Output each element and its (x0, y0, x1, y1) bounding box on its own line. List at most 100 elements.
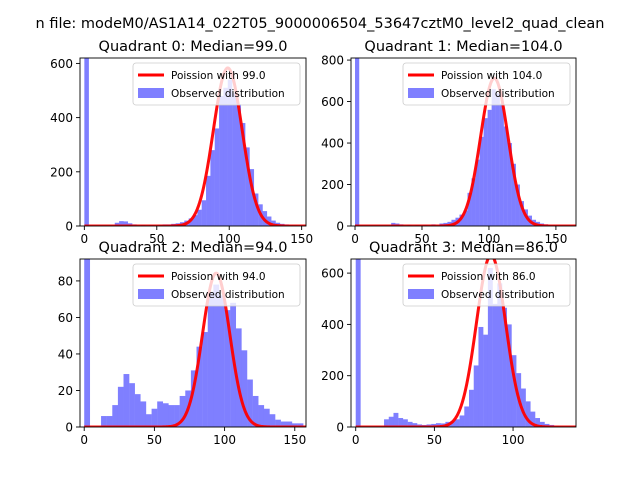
histogram-bar (499, 103, 504, 226)
histogram-bar (506, 324, 512, 427)
histogram-bar (218, 295, 225, 427)
histogram-bar (539, 421, 545, 427)
x-tick-label: 0 (81, 232, 89, 246)
histogram-bar (503, 126, 508, 226)
x-tick-label: 50 (427, 433, 442, 447)
histogram-bar (487, 109, 492, 226)
y-tick-label: 200 (50, 165, 73, 179)
histogram-bar (388, 416, 394, 427)
histogram-bar (235, 328, 242, 427)
y-tick-label: 0 (65, 421, 73, 435)
histogram-bar (140, 401, 147, 427)
histogram-bar (483, 334, 489, 427)
histogram-bar (519, 201, 524, 226)
y-tick-label: 200 (321, 369, 344, 383)
axes-frame (350, 258, 577, 428)
histogram-bar (84, 259, 91, 427)
panel-0: 0 50 100 150 0 200 400 600 Quadrant 0: Median=99… (50, 39, 313, 246)
legend-box (402, 62, 571, 106)
histogram-bar (252, 395, 259, 427)
x-tick-label: 0 (80, 433, 88, 447)
x-tick-label: 100 (218, 232, 241, 246)
histogram-bar (266, 216, 272, 226)
legend-label-hist: Observed distribution (441, 88, 555, 100)
histogram-bar (297, 423, 304, 427)
histogram-bar (280, 421, 287, 427)
histogram-bar (454, 419, 460, 427)
panel-2: 0 50 100 150 0 20 40 60 80 Quadrant 2: Median=94.… (58, 240, 307, 447)
histogram-bar (168, 405, 175, 427)
x-tick-label: 0 (352, 433, 360, 447)
histogram-bar (193, 215, 198, 226)
y-tick-label: 60 (58, 311, 73, 325)
histogram-bar (355, 58, 360, 226)
histogram-bar (227, 79, 233, 226)
legend-label-hist: Observed distribution (441, 289, 555, 301)
histogram-bar (241, 350, 248, 427)
histogram-bar (511, 355, 517, 427)
poisson-curve (84, 66, 306, 226)
histogram-bar (435, 423, 441, 427)
histogram-bar (145, 414, 152, 427)
legend-box (132, 263, 301, 307)
histogram-bar (258, 405, 265, 427)
histogram-bar (478, 326, 484, 427)
histogram-bar (84, 58, 89, 226)
histogram-bar (520, 388, 526, 427)
histogram-bar (236, 104, 242, 226)
x-tick-label: 150 (283, 433, 306, 447)
y-tick-label: 400 (50, 111, 73, 125)
y-tick-label: 0 (336, 220, 344, 234)
histogram-bar (119, 221, 124, 226)
axes-frame (79, 57, 307, 227)
histogram-bar (492, 303, 498, 427)
histogram-bar (412, 423, 418, 427)
histogram-bar (179, 395, 186, 427)
histogram-bar (210, 150, 215, 226)
histogram-bar (450, 421, 456, 427)
legend-label-curve: Poission with 104.0 (441, 70, 542, 82)
histogram-bar (196, 346, 203, 427)
histogram-bar (151, 408, 158, 427)
legend-bar-swatch (138, 289, 164, 299)
histogram-bar (224, 310, 231, 427)
legend-label-curve: Poission with 86.0 (441, 271, 536, 283)
histogram-bar (206, 175, 211, 226)
histogram-bar (114, 222, 120, 226)
axes-frame (79, 258, 307, 428)
y-tick-label: 600 (321, 95, 344, 109)
histogram-bar (269, 414, 276, 427)
histogram-bar (467, 192, 472, 226)
histogram-bar (463, 210, 468, 226)
histogram-bar (479, 136, 484, 226)
y-tick-label: 80 (58, 274, 73, 288)
histogram-bar (291, 423, 298, 427)
panel-title: Quadrant 0: Median=99.0 (99, 39, 288, 55)
histogram-bar (123, 374, 130, 427)
histogram-bar (483, 118, 488, 226)
histogram-bar (407, 421, 413, 427)
histogram-bar (123, 221, 129, 226)
histogram-bar (101, 416, 107, 427)
histogram-bar (507, 143, 512, 226)
histogram-bar (263, 408, 270, 427)
histogram-bar (497, 283, 503, 427)
histogram-bar (134, 394, 141, 427)
x-tick-label: 100 (502, 433, 525, 447)
histogram-bar (247, 379, 253, 427)
y-tick-label: 400 (321, 318, 344, 332)
histogram-bar (502, 307, 507, 427)
histogram-bar (535, 418, 541, 427)
histogram-bar (402, 419, 408, 427)
histogram-bar (232, 93, 237, 226)
histogram-bar (106, 416, 113, 427)
histogram-bar (393, 412, 399, 427)
histogram-bar (511, 163, 516, 226)
histogram-bar (464, 406, 470, 427)
poisson-curve (355, 76, 576, 226)
histogram-bar (525, 401, 531, 427)
histogram-bar (355, 259, 361, 427)
x-tick-label: 150 (290, 232, 313, 246)
x-tick-label: 100 (477, 232, 500, 246)
legend-box (132, 62, 301, 106)
